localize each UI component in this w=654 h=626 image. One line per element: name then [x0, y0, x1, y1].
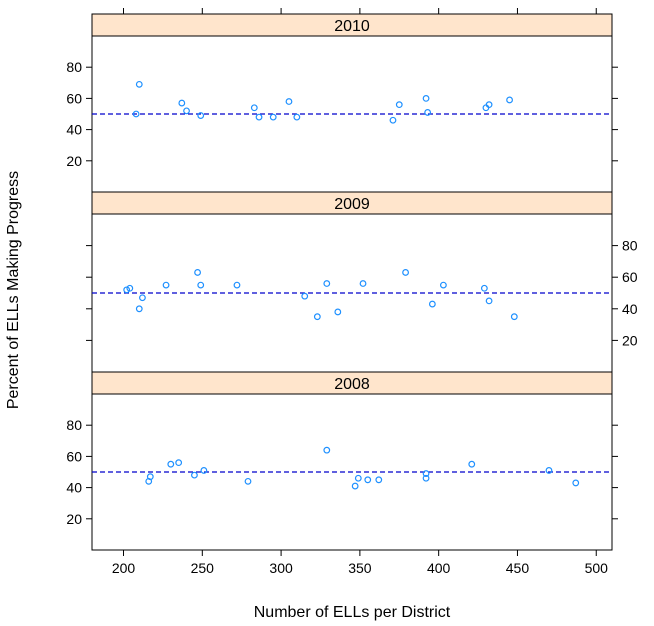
y-tick-label: 40 [66, 122, 82, 138]
panel-strip-label: 2008 [334, 376, 370, 393]
data-point [323, 280, 331, 287]
data-point [422, 474, 430, 482]
data-point [364, 476, 372, 484]
x-axis-label: Number of ELLs per District [254, 604, 451, 621]
data-point [135, 305, 143, 313]
data-point [428, 300, 436, 308]
y-tick-label: 20 [622, 332, 638, 348]
data-point [313, 313, 321, 321]
y-tick-label: 60 [622, 269, 638, 285]
x-tick-label: 250 [191, 560, 215, 576]
data-point [250, 104, 258, 112]
x-tick-label: 300 [269, 560, 293, 576]
x-tick-label: 350 [348, 560, 372, 576]
data-point [191, 471, 198, 479]
y-tick-label: 60 [66, 448, 82, 464]
data-point [506, 96, 513, 104]
data-point [183, 107, 190, 115]
panels-group: 2010 20 40 60 80 2009 20 40 60 80 2008 20 40 60 80 [66, 13, 638, 551]
data-point [422, 94, 430, 102]
data-point [510, 313, 518, 321]
data-point [132, 110, 140, 118]
data-point [572, 479, 580, 487]
data-point [422, 470, 430, 477]
data-point [424, 109, 432, 116]
data-point [200, 467, 208, 474]
data-point [135, 80, 143, 88]
data-point [334, 308, 342, 316]
data-point [402, 269, 409, 276]
x-axis: 200 250 300 350 400 450 500 [112, 8, 608, 576]
panel-2008: 2008 20 40 60 80 [66, 371, 618, 551]
y-tick-label: 40 [622, 301, 638, 317]
data-point [178, 99, 186, 107]
panel-2010: 2010 20 40 60 80 [66, 13, 618, 193]
panel-strip-label: 2010 [334, 18, 370, 35]
data-point [439, 281, 447, 289]
y-tick-label: 60 [66, 90, 82, 106]
data-point [233, 281, 241, 289]
data-point [197, 112, 205, 119]
data-point [395, 101, 403, 109]
data-point [146, 473, 154, 481]
data-point [468, 460, 476, 468]
y-tick-label: 20 [66, 153, 82, 169]
data-point [485, 297, 493, 305]
data-point [269, 113, 277, 121]
data-point [126, 284, 134, 292]
data-point [244, 477, 252, 485]
data-point [255, 113, 263, 121]
data-point [351, 482, 359, 490]
data-point [139, 294, 146, 302]
data-point [194, 269, 201, 276]
x-tick-label: 450 [506, 560, 530, 576]
x-tick-label: 500 [585, 560, 609, 576]
y-tick-label: 20 [66, 511, 82, 527]
data-point [485, 101, 493, 109]
data-point [167, 460, 175, 468]
y-tick-label: 80 [622, 238, 638, 254]
data-point [197, 281, 205, 289]
data-point [175, 459, 183, 467]
data-point [301, 292, 309, 300]
x-tick-label: 400 [427, 560, 451, 576]
y-axis-label: Percent of ELLs Making Progress [5, 171, 22, 409]
data-point [285, 98, 293, 105]
data-point [162, 281, 170, 289]
data-point [323, 446, 331, 454]
data-point [354, 474, 362, 482]
data-point [375, 476, 383, 484]
data-point [293, 113, 301, 121]
data-point [545, 467, 553, 474]
panel-2009: 2009 20 40 60 80 [86, 191, 638, 373]
panel-strip-label: 2009 [334, 196, 370, 213]
y-tick-label: 80 [66, 59, 82, 75]
data-point [359, 280, 367, 287]
data-point [389, 116, 397, 124]
y-tick-label: 80 [66, 417, 82, 433]
data-point [480, 284, 488, 292]
x-tick-label: 200 [112, 560, 136, 576]
y-tick-label: 40 [66, 480, 82, 496]
